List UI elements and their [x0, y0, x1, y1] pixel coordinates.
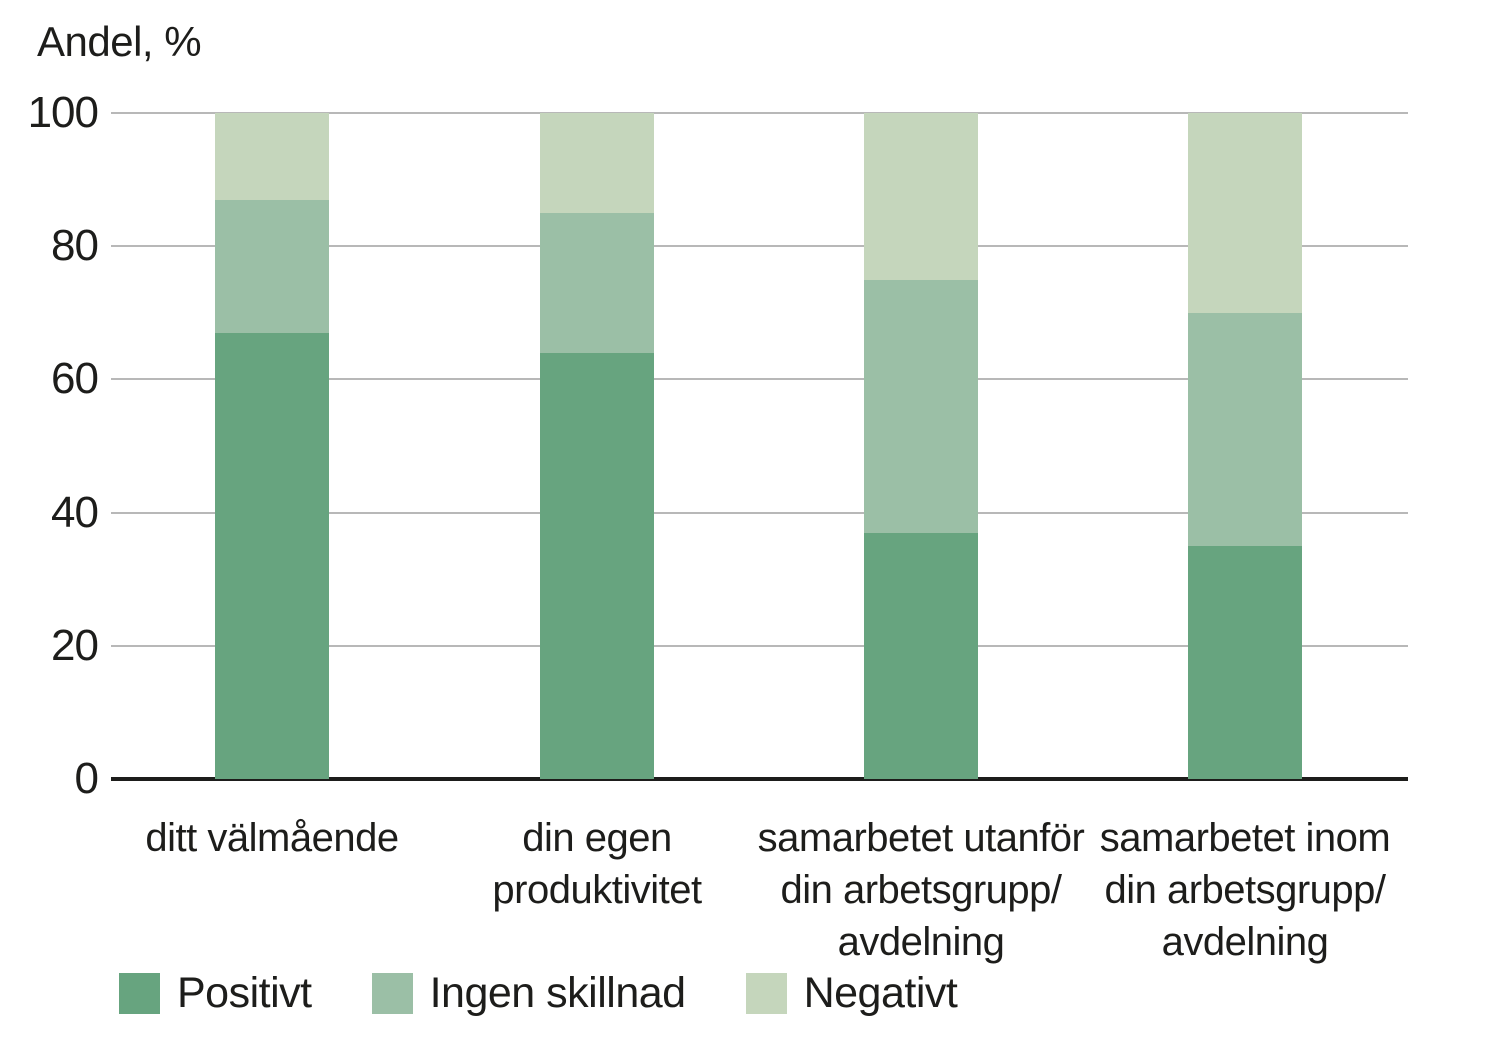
- bar-segment-negativt: [215, 113, 329, 200]
- x-axis-label-line: din egen: [522, 816, 672, 860]
- y-tick-label: 20: [51, 620, 99, 670]
- y-tick-label: 40: [51, 487, 99, 537]
- bar-4: [1188, 113, 1302, 779]
- x-axis-label-line: din arbetsgrupp/: [1104, 868, 1386, 912]
- gridline: [111, 112, 1408, 114]
- gridline: [111, 511, 1408, 514]
- x-axis-label: samarbetet inom din arbetsgrupp/avdelning: [1045, 812, 1445, 968]
- gridline: [111, 644, 1408, 647]
- legend-label: Positivt: [177, 969, 312, 1017]
- x-axis-label-line: ditt välmående: [145, 816, 399, 860]
- x-axis-line: [111, 777, 1408, 781]
- bar-segment-negativt: [864, 113, 978, 280]
- legend-item: Ingen skillnad: [371, 969, 686, 1018]
- x-axis-label-line: avdelning: [1161, 920, 1329, 964]
- legend-swatch: [371, 973, 413, 1014]
- x-axis-label: din egen produktivitet: [397, 812, 797, 916]
- x-axis-label-line: produktivitet: [492, 868, 702, 912]
- x-axis-label-line: samarbetet inom: [1099, 816, 1391, 860]
- x-axis-label-line: samarbetet utanför: [757, 816, 1085, 860]
- gridline: [111, 245, 1408, 248]
- y-tick-label: 100: [27, 88, 99, 137]
- bar-segment-ingen-skillnad: [1188, 312, 1302, 546]
- legend: Positivt Ingen skillnad Negativt: [119, 969, 1017, 1018]
- bar-segment-negativt: [540, 113, 654, 213]
- x-axis-label-line: avdelning: [837, 920, 1005, 964]
- legend-swatch: [745, 973, 787, 1014]
- bar-segment-negativt: [1188, 113, 1302, 313]
- y-tick-label: 60: [51, 354, 99, 404]
- legend-label: Negativt: [803, 969, 958, 1017]
- bar-segment-positivt: [215, 332, 329, 779]
- x-axis-label-line: din arbetsgrupp/: [780, 868, 1062, 912]
- y-tick-label: 80: [51, 221, 99, 271]
- x-axis-label: ditt välmående: [72, 812, 472, 864]
- bar-2: [540, 113, 654, 779]
- bar-segment-ingen-skillnad: [540, 212, 654, 353]
- y-tick-label: 0: [74, 754, 99, 803]
- legend-swatch: [119, 973, 160, 1014]
- bar-segment-positivt: [1188, 545, 1302, 779]
- chart-title: Andel, %: [37, 18, 202, 65]
- bar-1: [215, 113, 329, 779]
- bar-segment-positivt: [864, 532, 978, 779]
- legend-label: Ingen skillnad: [429, 969, 686, 1017]
- bar-3: [864, 113, 978, 779]
- bar-segment-ingen-skillnad: [215, 199, 329, 333]
- bar-segment-ingen-skillnad: [864, 279, 978, 533]
- x-axis-label: samarbetet utanför din arbetsgrupp/avdeln…: [721, 812, 1121, 968]
- legend-item: Positivt: [119, 969, 312, 1018]
- legend-item: Negativt: [745, 969, 958, 1018]
- bar-segment-positivt: [540, 352, 654, 779]
- gridline: [111, 378, 1408, 381]
- plot-area: [111, 112, 1408, 781]
